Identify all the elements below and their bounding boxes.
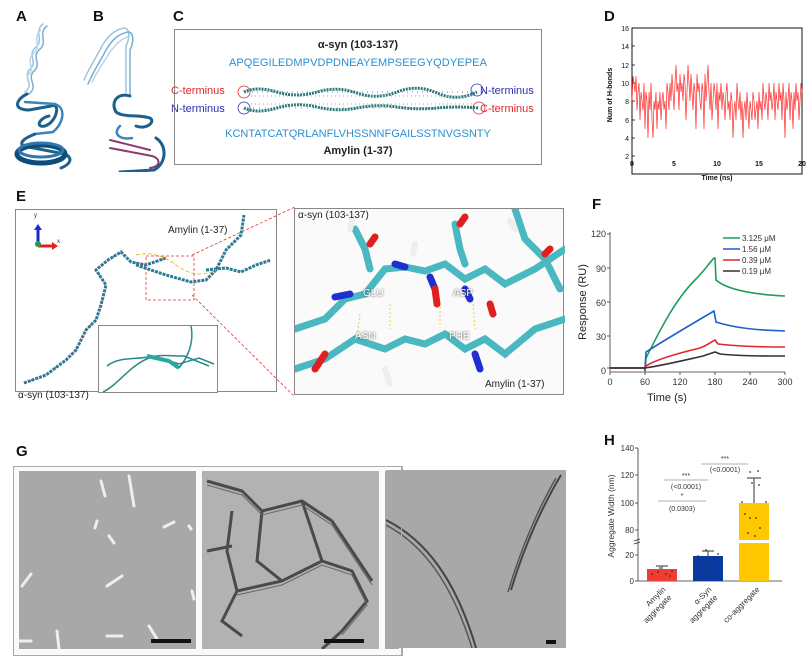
- panel-label-e: E: [16, 188, 27, 205]
- panel-label-c: C: [173, 8, 184, 25]
- amylin-title: Amylin (1-37): [323, 145, 393, 157]
- protein-structure-a: [14, 23, 72, 170]
- svg-text:(<0.0001): (<0.0001): [710, 467, 740, 474]
- svg-text:2: 2: [625, 154, 629, 161]
- svg-text:(0.0303): (0.0303): [669, 506, 695, 513]
- svg-text:12: 12: [621, 63, 629, 70]
- svg-text:20: 20: [625, 551, 634, 560]
- svg-text:0: 0: [607, 377, 612, 387]
- tem-image-asyn: [202, 471, 379, 649]
- panel-label-g: G: [16, 443, 28, 460]
- residue-glu: GLU: [363, 288, 384, 299]
- asyn-title: α-syn (103-137): [317, 39, 399, 51]
- residue-phe: PHE: [449, 331, 470, 342]
- peptide-complex-structure: [23, 214, 272, 385]
- axis-triad-icon: [34, 224, 58, 250]
- panel-label-d: D: [604, 8, 615, 25]
- tem-image-amylin: [19, 471, 196, 649]
- asyn-sequence: APQEGILEDMPVDPDNEAYEMPSEEGYQDYEPEA: [228, 57, 488, 69]
- svg-text:20: 20: [798, 161, 806, 168]
- svg-text:3.125 μM: 3.125 μM: [742, 234, 776, 243]
- d-xlabel: Time (ns): [702, 175, 733, 182]
- f-xlabel: Time (s): [647, 392, 687, 404]
- svg-text:***: ***: [682, 473, 690, 480]
- svg-text:100: 100: [621, 499, 635, 508]
- h-ylabel: Aggregate Width (nm): [606, 474, 616, 557]
- beta-sheet-inset: [98, 325, 218, 393]
- panel-label-b: B: [93, 8, 104, 25]
- n-terminus-left: N-terminus: [171, 103, 225, 115]
- svg-text:60: 60: [596, 298, 606, 308]
- peptide-pair-structure: [237, 83, 486, 115]
- n-terminus-right: N-terminus: [480, 85, 534, 97]
- beta-sheet-cartoon: [102, 325, 215, 393]
- panel-label-f: F: [592, 196, 602, 213]
- chart-d-hbonds: 16 14 12 10 8 6 4 2 0 5 10 15 20 Time (ns) Num o…: [607, 26, 806, 182]
- d-ylabel: Num of H-bonds: [607, 68, 614, 123]
- svg-text:140: 140: [621, 444, 635, 453]
- svg-text:0: 0: [630, 161, 634, 168]
- zoom-asyn-label: α-syn (103-137): [298, 210, 369, 221]
- chart-h-aggregate-width: 140 120 100 80 20 0 Aggregate Width (nm): [606, 444, 782, 625]
- residue-interaction-zoom: α-syn (103-137) GLU ASP ASN PHE Amylin (…: [291, 205, 569, 395]
- tem-images-panel: [13, 466, 403, 656]
- residue-asp: ASP: [453, 288, 474, 299]
- asyn-label-e: α-syn (103-137): [18, 390, 89, 401]
- svg-text:0.39 μM: 0.39 μM: [742, 256, 771, 265]
- svg-text:120: 120: [591, 229, 606, 239]
- amylin-sequence: KCNTATCATQRLANFLVHSSNNFGAILSSTNVGSNTY: [225, 128, 491, 140]
- residue-asn: ASN: [355, 331, 376, 342]
- sequence-panel: α-syn (103-137) APQEGILEDMPVDPDNEAYEMPSE…: [171, 29, 542, 165]
- svg-text:15: 15: [755, 161, 763, 168]
- svg-text:120: 120: [621, 471, 635, 480]
- svg-text:6: 6: [625, 118, 629, 125]
- svg-text:240: 240: [742, 377, 757, 387]
- svg-text:80: 80: [625, 526, 634, 535]
- svg-text:8: 8: [625, 99, 629, 106]
- f-ylabel: Response (RU): [577, 264, 589, 340]
- svg-text:180: 180: [707, 377, 722, 387]
- svg-text:120: 120: [672, 377, 687, 387]
- c-terminus-right: C-terminus: [480, 103, 534, 115]
- axis-x-label: x: [57, 239, 60, 245]
- tem-image-coaggregate: [386, 470, 566, 648]
- atomic-stick-model: [291, 205, 569, 387]
- svg-text:4: 4: [625, 136, 629, 143]
- protein-structure-b: [83, 27, 166, 172]
- md-structure-panel: y x Amylin (1-37) α-syn (103-137): [15, 209, 277, 401]
- svg-text:90: 90: [596, 264, 606, 274]
- svg-text:30: 30: [596, 332, 606, 342]
- svg-text:0: 0: [630, 577, 635, 586]
- svg-text:0: 0: [601, 366, 606, 376]
- panel-label-a: A: [16, 8, 27, 25]
- tem-panel-frame-right: [380, 466, 402, 656]
- svg-text:***: ***: [721, 456, 729, 463]
- svg-text:16: 16: [621, 26, 629, 33]
- svg-text:300: 300: [777, 377, 792, 387]
- panel-label-h: H: [604, 432, 615, 449]
- svg-text:(<0.0001): (<0.0001): [671, 484, 701, 491]
- svg-text:5: 5: [672, 161, 676, 168]
- axis-y-label: y: [34, 213, 37, 219]
- svg-text:1.56 μM: 1.56 μM: [742, 245, 771, 254]
- svg-text:14: 14: [621, 44, 629, 51]
- svg-text:co-aggregate: co-aggregate: [722, 585, 762, 625]
- svg-text:10: 10: [621, 81, 629, 88]
- zoom-amylin-label: Amylin (1-37): [485, 379, 545, 390]
- amylin-label-e: Amylin (1-37): [168, 225, 228, 236]
- c-terminus-left: C-terminus: [171, 85, 225, 97]
- svg-text:*: *: [681, 493, 684, 500]
- zoom-connector-lines: [191, 206, 296, 398]
- svg-text:0.19 μM: 0.19 μM: [742, 267, 771, 276]
- svg-text:10: 10: [713, 161, 721, 168]
- svg-text:60: 60: [640, 377, 650, 387]
